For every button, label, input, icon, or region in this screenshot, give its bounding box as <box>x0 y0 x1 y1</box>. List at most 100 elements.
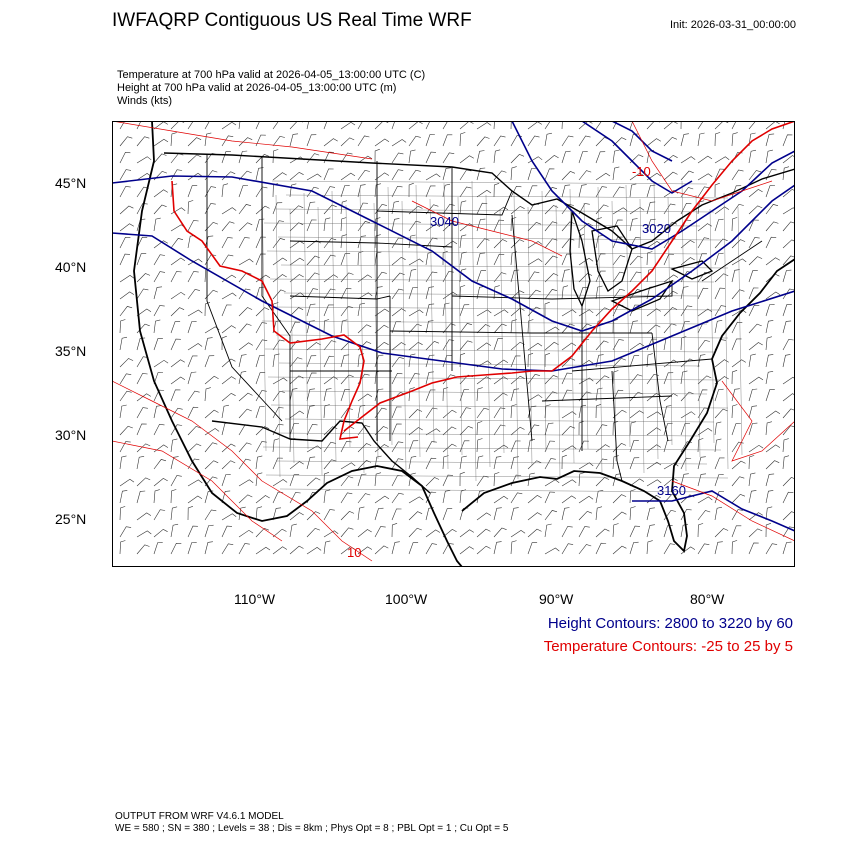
wind-barb <box>119 404 127 419</box>
wind-barb <box>323 530 339 538</box>
wind-barb <box>289 292 305 300</box>
wind-barb <box>221 358 236 368</box>
wind-barb <box>272 407 284 419</box>
wind-barb <box>272 121 279 130</box>
wind-barb <box>442 203 455 215</box>
wind-barb <box>425 529 441 538</box>
wind-barb <box>527 353 534 368</box>
wind-barb <box>136 443 151 453</box>
wind-barb <box>544 374 559 385</box>
wind-barb <box>561 358 576 368</box>
wind-barb <box>731 269 740 283</box>
wind-barb <box>561 372 573 385</box>
wind-barb <box>510 456 519 470</box>
wind-barb <box>510 540 517 555</box>
wind-barb <box>510 507 519 521</box>
temperature-subtitle: Temperature at 700 hPa valid at 2026-04-… <box>117 69 426 81</box>
wind-barb <box>697 121 704 130</box>
wind-barb <box>119 478 135 487</box>
wind-barb <box>595 217 602 232</box>
wind-barb <box>119 390 132 402</box>
wind-barb <box>255 506 263 521</box>
wind-barb <box>782 255 795 266</box>
wind-barb <box>306 219 317 232</box>
wind-barb <box>714 408 728 419</box>
model-config: WE = 580 ; SN = 380 ; Levels = 38 ; Dis … <box>115 823 509 834</box>
wind-barb <box>578 151 588 164</box>
wind-barb <box>561 479 577 487</box>
wind-barb <box>731 509 743 521</box>
wind-barb <box>714 528 729 538</box>
wind-barb <box>306 121 310 130</box>
wind-barb <box>595 444 610 453</box>
county-line <box>281 390 708 395</box>
wind-barb <box>323 186 336 198</box>
wind-barb <box>782 320 792 334</box>
wind-barb <box>408 542 419 555</box>
wind-barb <box>119 186 131 198</box>
wind-barb <box>612 207 628 215</box>
wind-barb <box>408 258 424 266</box>
wind-barb <box>221 221 235 232</box>
wind-barb <box>510 404 517 419</box>
wind-barb <box>221 325 236 334</box>
wind-barb <box>374 455 382 470</box>
county-line <box>284 418 715 423</box>
wind-barb <box>425 441 437 453</box>
lat-label: 40°N <box>55 259 87 275</box>
wind-barb <box>289 274 304 283</box>
wind-barb <box>153 528 168 538</box>
wind-barb <box>561 495 577 504</box>
wind-barb <box>391 406 402 419</box>
county-line <box>273 432 701 437</box>
lon-label: 100°W <box>385 591 428 607</box>
wind-barb <box>629 374 643 385</box>
wind-barb <box>340 389 350 402</box>
wind-barb <box>612 137 627 147</box>
wind-barb <box>323 340 337 351</box>
wind-barb <box>408 387 415 402</box>
wind-barb <box>408 527 422 538</box>
wind-barb <box>306 456 316 470</box>
wind-barb <box>255 527 270 538</box>
wind-barb <box>459 323 473 334</box>
wind-barb <box>765 185 776 198</box>
wind-barb <box>629 218 638 232</box>
wind-barb <box>272 274 287 283</box>
wind-barb <box>289 222 304 232</box>
wind-barb <box>629 421 636 436</box>
wind-barb <box>187 425 202 436</box>
wind-barb <box>748 270 758 283</box>
wind-barb <box>306 388 315 402</box>
wind-barb <box>391 423 402 436</box>
wind-barb <box>221 460 236 470</box>
wind-barb <box>680 133 689 147</box>
wind-barb <box>323 168 334 181</box>
wind-barb <box>170 132 177 147</box>
wind-barb <box>238 185 249 198</box>
wind-barb <box>680 473 689 487</box>
wind-barb <box>544 440 555 453</box>
wind-barb <box>527 319 534 334</box>
wind-barb <box>153 338 163 351</box>
wind-barb <box>578 135 591 147</box>
wind-barb <box>748 205 763 215</box>
wind-barb <box>714 541 723 555</box>
wind-barb <box>714 320 723 334</box>
wind-barb <box>527 528 542 538</box>
lat-label: 30°N <box>55 427 87 443</box>
wind-barb <box>323 509 335 521</box>
wind-barb <box>442 323 456 334</box>
wind-barb <box>612 219 623 232</box>
wind-barb <box>527 306 541 317</box>
wind-barb <box>340 272 354 283</box>
wind-barb <box>221 135 234 147</box>
wind-barb <box>119 253 131 266</box>
wind-barb <box>442 240 458 249</box>
wind-barb <box>255 406 265 419</box>
wind-barb <box>425 286 434 300</box>
wind-barb <box>272 135 285 147</box>
chart-title: IWFAQRP Contiguous US Real Time WRF <box>112 10 472 31</box>
wind-barb <box>782 455 790 470</box>
wind-barb <box>731 423 741 436</box>
